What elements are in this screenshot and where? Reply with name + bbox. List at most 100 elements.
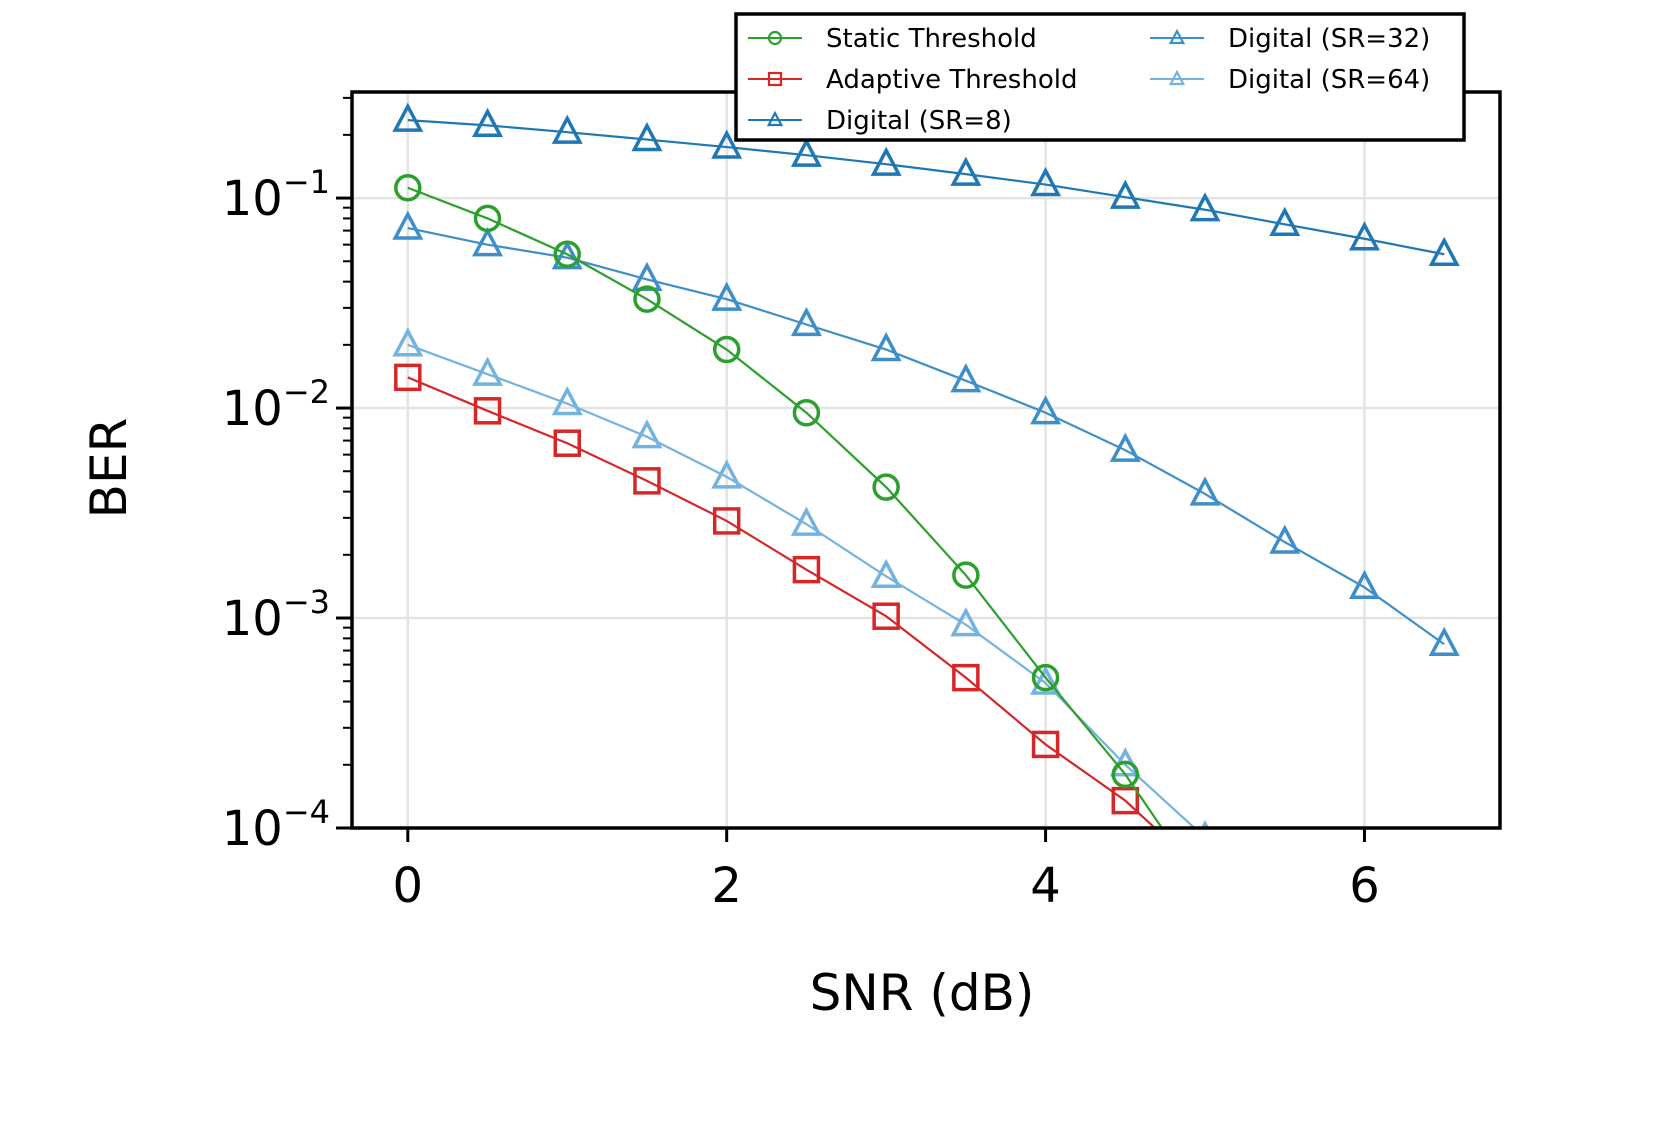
data-point [950,607,982,637]
data-point [392,327,424,357]
data-point [1269,206,1301,236]
x-axis-title: SNR (dB) [810,964,1035,1022]
series-0 [394,173,1217,903]
legend-marker [766,110,784,127]
y-axis-ticks: 10−110−210−310−4 [222,163,352,857]
legend-marker [1168,69,1186,86]
series-line [407,186,1164,828]
data-point [1189,192,1221,222]
x-axis-ticks: 0 2 4 6 [393,828,1380,914]
legend-entry: Adaptive Threshold [748,65,1077,95]
data-point [1428,626,1460,656]
y-axis-title: BER [80,418,138,519]
plot-background [352,92,1500,828]
x-tick-label: 2 [711,858,742,914]
legend-marker [767,71,783,87]
data-point [553,429,581,457]
data-point [1031,663,1060,692]
data-point [633,285,661,313]
data-point [1031,730,1060,759]
data-point [792,555,821,584]
data-point [1348,569,1380,600]
data-point [633,467,661,495]
data-point [1030,395,1062,425]
legend-marker [767,30,783,46]
x-tick-label: 6 [1349,858,1380,914]
data-point [712,507,741,535]
legend-entry: Digital (SR=32) [1150,24,1430,54]
gridlines [352,92,1500,830]
data-point [631,261,663,292]
data-point [790,137,822,167]
data-point [790,306,822,337]
data-point [553,240,581,269]
data-point [1193,879,1217,903]
legend: Static Threshold Adaptive Threshold Digita… [734,12,1466,142]
data-point [870,331,902,362]
legend-entry: Static Threshold [748,24,1037,54]
series-line [407,119,1445,256]
data-point [392,102,424,132]
data-point [472,227,504,257]
legend-label: Digital (SR=8) [826,106,1012,136]
data-point [394,173,422,202]
data-point [1428,236,1460,266]
data-point [870,558,902,588]
y-tick-base: 10 [222,171,283,227]
data-point [473,204,502,233]
y-tick-base: 10 [222,381,283,437]
data-point [1269,524,1301,554]
y-tick-label: 10−3 [222,583,330,647]
y-tick-base: 10 [222,591,283,647]
data-point [1348,221,1380,251]
data-point [870,146,902,176]
data-series [392,102,1460,903]
data-point [792,398,821,427]
series-line [407,376,1157,828]
data-point [551,386,583,416]
series-1 [394,363,1217,887]
data-point [952,561,980,589]
legend-box [734,12,1466,142]
legend-entry: Digital (SR=64) [1150,65,1430,95]
data-point [1111,786,1140,815]
data-point [872,473,900,501]
series-2 [392,102,1460,266]
data-point [790,506,822,536]
legend-label: Adaptive Threshold [826,65,1077,95]
legend-label: Digital (SR=64) [1228,65,1430,95]
data-point [950,156,982,186]
data-point [394,363,422,392]
data-point [631,419,663,449]
y-tick-base: 10 [222,801,283,857]
data-point [712,335,741,364]
data-point [711,459,743,489]
data-point [1109,179,1141,209]
y-tick-exponent: −2 [283,373,330,411]
data-point [1111,760,1140,789]
data-point [631,122,663,152]
y-tick-exponent: −1 [283,163,330,201]
y-tick-label: 10−2 [222,373,330,437]
data-point [1193,863,1217,887]
data-point [711,129,743,159]
legend-entry: Digital (SR=8) [748,106,1012,136]
data-point [472,356,504,386]
y-tick-label: 10−4 [222,793,330,857]
y-tick-exponent: −3 [283,583,330,621]
data-point [1109,432,1141,462]
y-tick-exponent: −4 [283,793,330,831]
data-point [1189,476,1221,506]
data-point [551,114,583,144]
data-point [872,602,900,630]
data-point [1030,665,1062,695]
x-tick-label: 4 [1030,858,1061,914]
data-point [473,397,502,425]
legend-label: Static Threshold [826,24,1037,54]
data-point [472,107,504,138]
data-point [952,663,980,692]
legend-marker [1168,28,1186,45]
legend-label: Digital (SR=32) [1228,24,1430,54]
y-tick-label: 10−1 [222,163,330,227]
